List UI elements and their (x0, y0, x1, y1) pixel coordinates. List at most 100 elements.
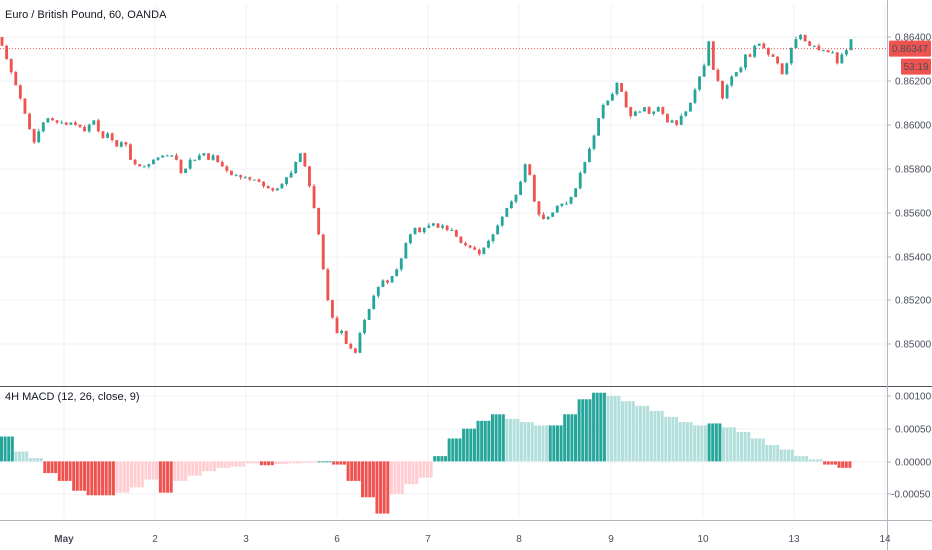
macd-histogram-bar[interactable] (7, 436, 11, 462)
macd-histogram-bar[interactable] (281, 461, 285, 464)
macd-histogram-bar[interactable] (119, 461, 123, 493)
macd-histogram-bar[interactable] (841, 461, 845, 468)
macd-histogram-bar[interactable] (509, 418, 513, 462)
candle-up[interactable] (519, 181, 523, 195)
candle-down[interactable] (780, 63, 784, 75)
macd-histogram-bar[interactable] (570, 414, 574, 462)
candle-down[interactable] (317, 208, 321, 235)
macd-histogram-bar[interactable] (512, 418, 516, 462)
macd-histogram-bar[interactable] (324, 461, 328, 463)
macd-histogram-bar[interactable] (422, 461, 426, 478)
candle-up[interactable] (142, 166, 146, 168)
macd-histogram-bar[interactable] (3, 436, 7, 462)
macd-histogram-bar[interactable] (361, 461, 365, 498)
candle-down[interactable] (32, 129, 36, 143)
candle-up[interactable] (652, 111, 656, 114)
macd-histogram-bar[interactable] (574, 414, 578, 462)
candle-down[interactable] (28, 113, 31, 130)
candle-up[interactable] (799, 34, 802, 40)
macd-histogram-bar[interactable] (696, 425, 700, 462)
candle-down[interactable] (64, 122, 68, 125)
candle-down[interactable] (271, 188, 275, 191)
candle-up[interactable] (546, 216, 550, 219)
macd-histogram-bar[interactable] (25, 451, 29, 462)
candle-up[interactable] (638, 111, 642, 113)
macd-histogram-bar[interactable] (555, 425, 559, 462)
macd-histogram-bar[interactable] (700, 425, 704, 462)
candle-down[interactable] (766, 47, 770, 55)
macd-histogram-bar[interactable] (129, 461, 133, 488)
candle-up[interactable] (427, 225, 431, 228)
candle-up[interactable] (395, 269, 399, 277)
macd-histogram-bar[interactable] (357, 461, 361, 481)
candle-up[interactable] (606, 100, 610, 105)
macd-histogram-bar[interactable] (675, 416, 679, 462)
macd-histogram-bar[interactable] (740, 431, 744, 462)
macd-histogram-bar[interactable] (848, 461, 852, 468)
macd-histogram-bar[interactable] (498, 414, 502, 462)
candle-up[interactable] (441, 225, 444, 228)
macd-histogram-bar[interactable] (729, 427, 733, 462)
macd-histogram-bar[interactable] (635, 405, 639, 462)
candle-up[interactable] (376, 286, 380, 296)
candle-down[interactable] (418, 227, 422, 233)
macd-histogram-bar[interactable] (169, 461, 173, 493)
candle-up[interactable] (106, 133, 109, 138)
macd-histogram-bar[interactable] (310, 461, 314, 463)
candle-down[interactable] (835, 52, 839, 64)
macd-histogram-bar[interactable] (285, 461, 289, 464)
candle-down[interactable] (473, 247, 477, 250)
candle-down[interactable] (133, 159, 137, 165)
candle-down[interactable] (225, 166, 229, 171)
macd-histogram-bar[interactable] (761, 438, 765, 462)
candle-down[interactable] (629, 107, 633, 116)
candle-down[interactable] (0, 37, 4, 46)
macd-histogram-bar[interactable] (342, 461, 346, 465)
macd-histogram-bar[interactable] (750, 438, 754, 462)
macd-histogram-bar[interactable] (10, 436, 14, 462)
macd-histogram-bar[interactable] (223, 461, 227, 468)
macd-histogram-bar[interactable] (216, 461, 220, 468)
macd-histogram-bar[interactable] (808, 459, 812, 462)
candle-up[interactable] (37, 131, 41, 143)
macd-histogram-bar[interactable] (537, 425, 541, 462)
macd-histogram-bar[interactable] (321, 461, 325, 463)
candle-up[interactable] (505, 208, 509, 217)
macd-histogram-bar[interactable] (93, 461, 97, 496)
macd-histogram-bar[interactable] (148, 461, 152, 480)
candle-down[interactable] (542, 214, 545, 220)
candle-up[interactable] (744, 54, 747, 68)
candle-down[interactable] (14, 72, 18, 86)
candle-up[interactable] (688, 102, 692, 112)
macd-histogram-bar[interactable] (747, 431, 751, 462)
candle-up[interactable] (409, 234, 412, 244)
candle-up[interactable] (252, 179, 256, 181)
candle-up[interactable] (679, 115, 683, 125)
macd-histogram-bar[interactable] (646, 405, 650, 462)
macd-histogram-bar[interactable] (772, 445, 776, 462)
macd-histogram-bar[interactable] (548, 425, 552, 462)
candle-up[interactable] (500, 216, 504, 226)
candle-down[interactable] (239, 175, 243, 178)
macd-histogram-bar[interactable] (194, 461, 198, 476)
candle-up[interactable] (298, 153, 302, 162)
macd-histogram-bar[interactable] (541, 425, 545, 462)
macd-histogram-bar[interactable] (444, 456, 448, 462)
macd-histogram-bar[interactable] (765, 445, 769, 462)
candle-down[interactable] (115, 140, 119, 147)
candle-up[interactable] (707, 41, 711, 66)
candle-down[interactable] (101, 131, 105, 138)
macd-histogram-bar[interactable] (379, 461, 383, 514)
macd-histogram-bar[interactable] (299, 461, 303, 464)
candle-down[interactable] (661, 107, 665, 114)
macd-histogram-bar[interactable] (519, 422, 523, 462)
macd-histogram-bar[interactable] (465, 428, 469, 462)
candle-down[interactable] (826, 50, 830, 53)
macd-histogram-bar[interactable] (797, 456, 801, 462)
candle-up[interactable] (730, 76, 734, 86)
candle-down[interactable] (110, 133, 114, 141)
candle-down[interactable] (138, 164, 142, 167)
macd-histogram-bar[interactable] (238, 461, 242, 467)
macd-histogram-bar[interactable] (581, 399, 585, 462)
macd-histogram-bar[interactable] (346, 461, 350, 481)
